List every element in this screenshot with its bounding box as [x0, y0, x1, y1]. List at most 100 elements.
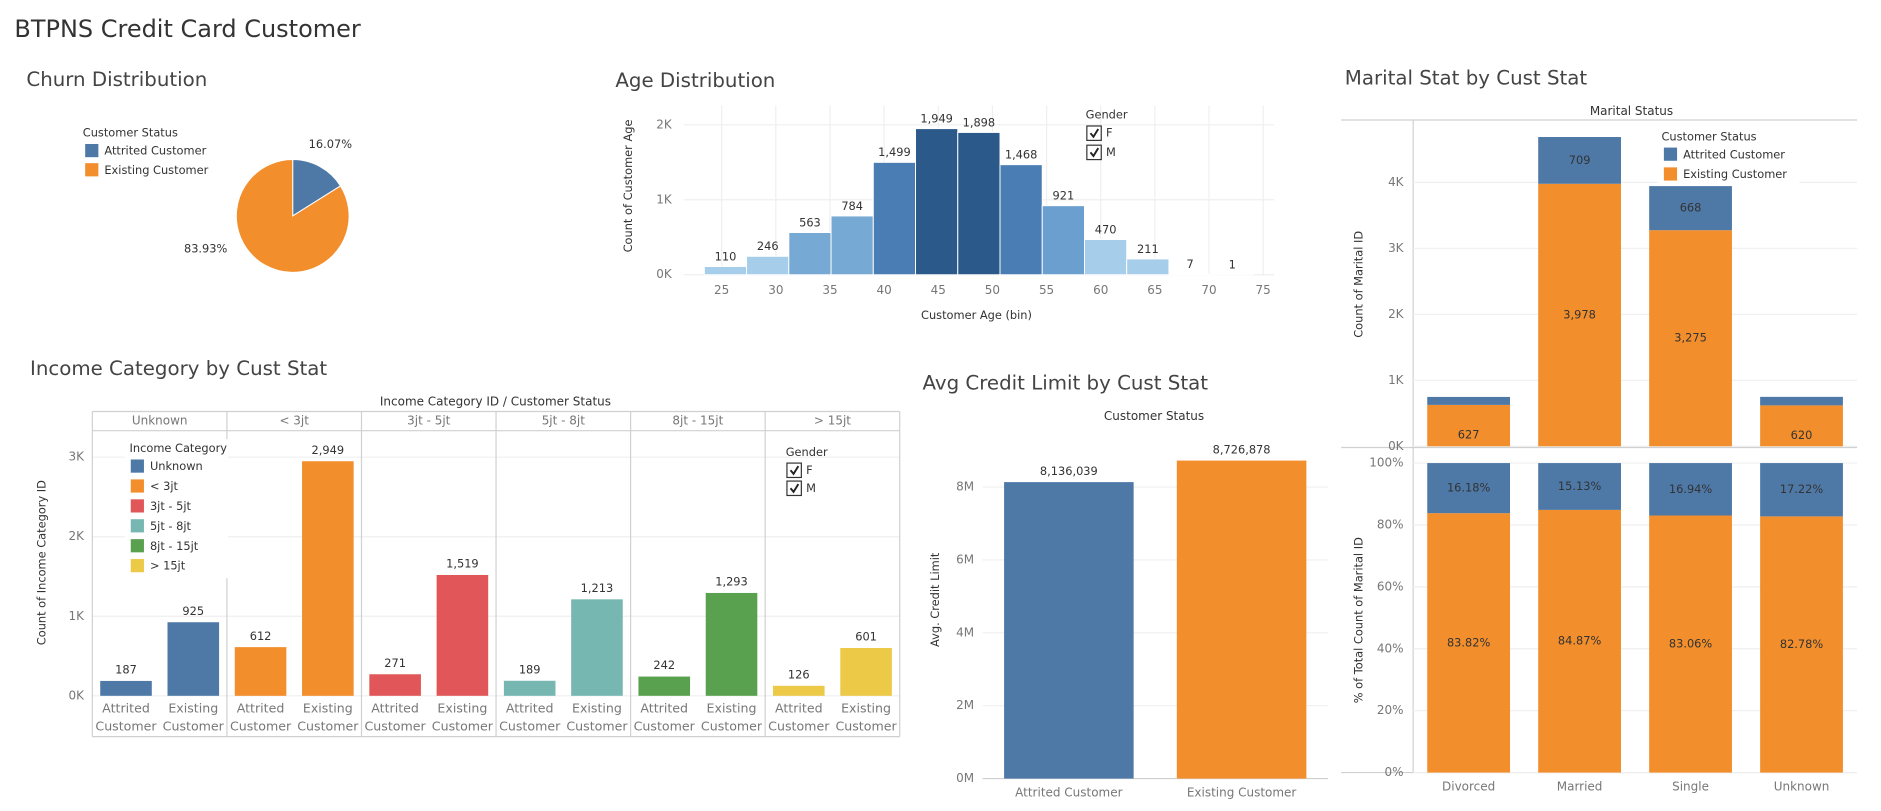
column-header: Marital Status: [1590, 104, 1673, 118]
bar-segment: [1760, 516, 1843, 773]
x-tick-label: Attrited Customer: [1015, 785, 1122, 799]
x-tick-label: 40: [877, 283, 892, 297]
x-axis-label: Customer Age (bin): [921, 308, 1032, 322]
bar: [638, 676, 691, 696]
x-tick-label: Divorced: [1442, 779, 1495, 793]
x-tick-label: Attrited Customer: [499, 701, 561, 735]
y-axis-label: % of Total Count of Marital ID: [1352, 537, 1366, 703]
column-header: Customer Status: [1104, 409, 1204, 423]
legend-label: F: [806, 463, 813, 477]
bar: [1176, 460, 1307, 779]
data-label: 15.13%: [1558, 479, 1602, 493]
data-label: 2,949: [312, 443, 345, 457]
y-tick-label: 6M: [956, 552, 974, 566]
legend-swatch: [130, 519, 144, 533]
y-tick-label: 0M: [956, 771, 974, 785]
legend-label: 5jt - 8jt: [150, 519, 192, 533]
data-label: 709: [1569, 153, 1591, 167]
bar: [1041, 205, 1085, 276]
bar: [705, 592, 758, 696]
x-tick-label-box: Existing Customer: [566, 702, 627, 734]
x-tick-label: Existing Customer: [1187, 785, 1297, 799]
bar: [100, 680, 152, 696]
x-tick-label-box: Attrited Customer: [499, 701, 561, 735]
checkbox: [786, 462, 802, 479]
legend-title: Income Category: [130, 441, 228, 455]
bar: [915, 128, 959, 276]
x-tick-label-box: Attrited Customer: [229, 701, 292, 735]
y-tick-label: 2M: [956, 698, 974, 712]
legend-label: < 3jt: [150, 479, 179, 493]
bar: [571, 599, 623, 696]
bar-segment: [1427, 396, 1511, 405]
bar: [234, 647, 287, 696]
bar-segment: [1538, 183, 1621, 447]
data-label: 7: [1186, 257, 1193, 271]
x-tick-label-box: Attrited Customer: [95, 701, 157, 735]
bar-segment: [1649, 515, 1732, 773]
legend-swatch: [1663, 167, 1678, 181]
y-tick-label: 2K: [656, 117, 673, 131]
data-label: 3,275: [1674, 331, 1707, 345]
checkmark: [1089, 147, 1100, 158]
legend-label: > 15jt: [150, 559, 186, 573]
x-tick-label-box: Attrited Customer: [365, 702, 426, 734]
bar: [830, 215, 874, 276]
data-label: 921: [1052, 189, 1074, 203]
data-label: 83.93%: [184, 241, 228, 255]
data-label: 8,726,878: [1213, 442, 1271, 456]
data-label: 925: [182, 604, 204, 618]
column-header: Unknown: [132, 414, 188, 428]
bar-segment: [1427, 404, 1511, 447]
bar: [957, 131, 1001, 276]
x-tick-label: 70: [1201, 283, 1216, 297]
bar-segment: [1649, 186, 1732, 231]
bar-segment: [1538, 509, 1621, 773]
checkbox: [1086, 125, 1102, 141]
x-tick-label: Attrited Customer: [768, 701, 830, 735]
data-label: 83.06%: [1669, 637, 1713, 651]
bar: [369, 674, 421, 696]
bar: [302, 461, 354, 696]
y-axis-label: Avg. Credit Limit: [928, 552, 942, 647]
x-tick-label: 25: [714, 283, 729, 297]
legend-title: Gender: [786, 445, 828, 459]
bar: [872, 161, 917, 276]
y-tick-label: 0%: [1385, 765, 1404, 779]
data-label: 126: [788, 667, 810, 681]
data-label: 246: [757, 239, 779, 253]
dashboard-title: BTPNS Credit Card Customer: [14, 15, 360, 43]
y-tick-label: 60%: [1377, 579, 1404, 593]
x-tick-label: Unknown: [1774, 779, 1830, 793]
y-tick-label: 1K: [656, 192, 673, 206]
data-label: 1,468: [1005, 148, 1038, 162]
y-axis-label: Count of Customer Age: [621, 120, 635, 253]
legend-label: M: [1106, 145, 1116, 159]
data-label: 601: [855, 630, 877, 644]
bar: [503, 680, 556, 696]
x-tick-label: 30: [768, 283, 783, 297]
data-label: 84.87%: [1558, 634, 1602, 648]
x-tick-label: Attrited Customer: [95, 701, 157, 735]
y-tick-label: 3K: [68, 450, 85, 464]
legend-label: 3jt - 5jt: [150, 499, 192, 513]
x-tick-label: 45: [931, 283, 946, 297]
data-label: 3,978: [1563, 308, 1596, 322]
data-label: 1: [1229, 258, 1236, 272]
data-label: 627: [1458, 428, 1480, 442]
x-tick-label: Existing Customer: [297, 701, 359, 735]
bar: [167, 622, 220, 696]
legend-bg: [1657, 127, 1800, 185]
bar: [788, 232, 832, 276]
y-axis-label: Count of Marital ID: [1352, 231, 1366, 338]
checkbox: [1086, 144, 1102, 161]
bar-segment: [1649, 463, 1732, 516]
x-tick-label-box: Attrited Customer: [768, 701, 830, 735]
x-tick-label: Attrited Customer: [229, 701, 292, 735]
data-label: 16.18%: [1447, 481, 1491, 495]
bar-segment: [1760, 396, 1843, 406]
legend-label: Existing Customer: [1683, 167, 1787, 181]
legend-label: 8jt - 15jt: [150, 539, 199, 553]
x-tick-label: Single: [1672, 779, 1709, 793]
legend-label: F: [1106, 126, 1113, 140]
